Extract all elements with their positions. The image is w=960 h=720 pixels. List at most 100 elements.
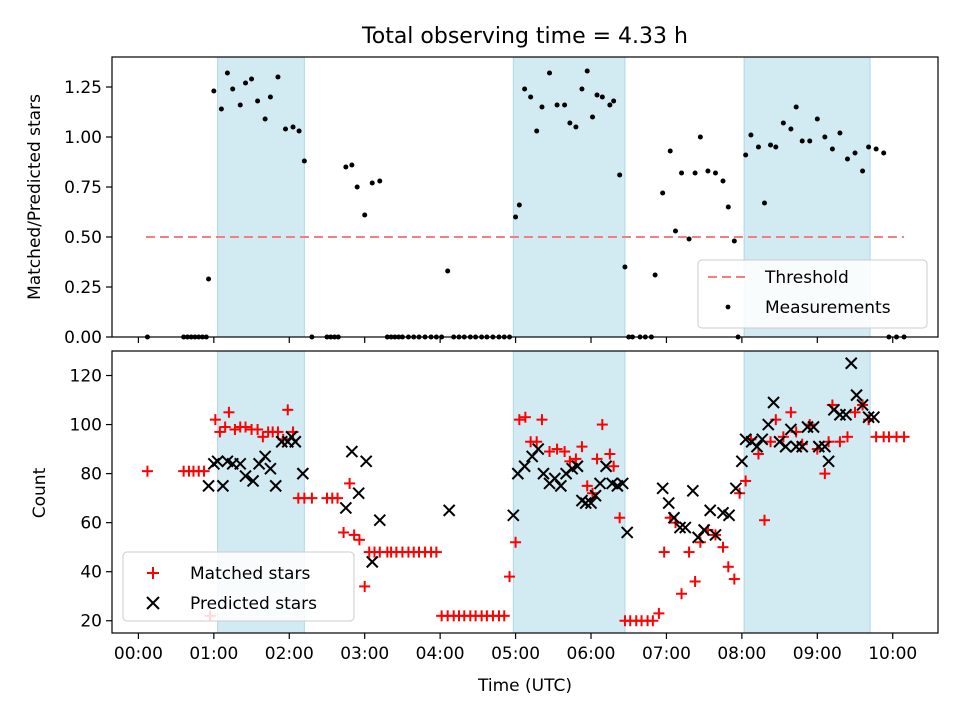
predicted-star-point bbox=[373, 513, 386, 527]
matched-star-point bbox=[576, 441, 588, 453]
measurement-point bbox=[720, 178, 726, 184]
predicted-star-point bbox=[703, 504, 717, 517]
predicted-star-point bbox=[779, 440, 792, 453]
predicted-star-point bbox=[202, 479, 215, 493]
measurement-point bbox=[579, 86, 585, 92]
measurement-point bbox=[445, 268, 451, 274]
predicted-star-point bbox=[352, 487, 365, 500]
predicted-star-point bbox=[856, 398, 869, 412]
bottom-y-axis-label: Count bbox=[30, 467, 50, 518]
measurement-point bbox=[679, 170, 685, 176]
predicted-star-point bbox=[750, 440, 764, 453]
predicted-star-point bbox=[269, 479, 282, 493]
matched-star-point bbox=[653, 607, 665, 619]
measurement-point bbox=[290, 124, 296, 130]
top-panel: 0.00 0.25 0.50 0.75 1.00 1.25 Matched/Predict… bbox=[25, 56, 939, 348]
predicted-star-point bbox=[211, 455, 224, 468]
measurement-point bbox=[652, 272, 658, 278]
measurement-point bbox=[218, 106, 224, 112]
y-tick-label: 40 bbox=[80, 563, 102, 583]
y-tick-label: 0.50 bbox=[64, 228, 102, 248]
measurement-point bbox=[692, 170, 698, 176]
measurement-point bbox=[343, 164, 349, 170]
predicted-star-point bbox=[762, 418, 775, 431]
predicted-star-point bbox=[366, 555, 379, 569]
predicted-star-point bbox=[599, 460, 613, 473]
top-legend: Threshold Measurements bbox=[697, 259, 928, 329]
matched-star-point bbox=[332, 492, 344, 504]
predicted-star-point bbox=[442, 504, 456, 517]
measurement-point bbox=[513, 214, 519, 220]
measurements-legend-label: Measurements bbox=[765, 298, 891, 318]
y-tick-label: 0.25 bbox=[64, 278, 102, 298]
predicted-star-point bbox=[593, 477, 607, 490]
predicted-star-point bbox=[345, 445, 359, 458]
predicted-star-point bbox=[239, 469, 252, 483]
matched-star-point bbox=[531, 436, 543, 448]
predicted-star-point bbox=[767, 396, 780, 409]
matched-star-point bbox=[252, 423, 264, 435]
measurement-point bbox=[354, 184, 360, 190]
x-tick-label: 08:00 bbox=[717, 644, 766, 664]
bottom-axes-frame bbox=[111, 350, 939, 634]
matched-star-point bbox=[551, 443, 563, 455]
y-tick-label: 0.00 bbox=[64, 328, 102, 348]
x-tick-label: 00:00 bbox=[114, 644, 163, 664]
measurement-point bbox=[206, 276, 212, 282]
predicted-star-point bbox=[360, 455, 373, 468]
predicted-star-point bbox=[679, 521, 692, 534]
measurement-point bbox=[362, 212, 368, 218]
matched-star-point bbox=[338, 526, 350, 538]
measurement-point bbox=[594, 92, 600, 98]
predicted-star-point bbox=[850, 388, 863, 402]
measurement-point bbox=[725, 204, 731, 210]
matched-star-point bbox=[510, 536, 522, 548]
matched-star-point bbox=[353, 534, 365, 546]
matched-star-point bbox=[581, 480, 593, 492]
matched-star-point bbox=[519, 411, 531, 423]
matched-star-point bbox=[229, 423, 241, 435]
matched-star-point bbox=[683, 546, 695, 558]
measurement-point bbox=[822, 134, 828, 140]
matched-star-point bbox=[214, 426, 226, 438]
measurement-point bbox=[807, 138, 813, 144]
measurement-point bbox=[349, 162, 355, 168]
measurement-point bbox=[573, 124, 579, 130]
predicted-legend-swatch bbox=[146, 596, 160, 610]
predicted-stars-points bbox=[202, 357, 881, 569]
predicted-star-point bbox=[822, 455, 835, 468]
matched-star-point bbox=[689, 576, 701, 588]
measurement-point bbox=[705, 168, 711, 174]
predicted-star-point bbox=[709, 528, 722, 542]
matched-star-point bbox=[614, 512, 626, 524]
shaded-interval-2 bbox=[512, 350, 626, 634]
predicted-star-point bbox=[867, 411, 881, 424]
predicted-star-point bbox=[735, 455, 749, 468]
y-tick-label: 80 bbox=[80, 465, 102, 485]
top-axes-frame bbox=[111, 56, 939, 338]
predicted-star-point bbox=[216, 479, 230, 493]
measurement-point bbox=[377, 178, 383, 184]
bottom-panel: 20 40 60 80 100 120 00:00 01:00 02:00 03:00 04:00… bbox=[30, 350, 939, 696]
predicted-star-point bbox=[667, 511, 681, 524]
matched-star-point bbox=[819, 468, 831, 480]
predicted-star-point bbox=[571, 460, 584, 473]
matched-star-point bbox=[604, 448, 616, 460]
matched-star-point bbox=[272, 426, 284, 438]
figure-title: Total observing time = 4.33 h bbox=[361, 24, 688, 49]
measurement-point bbox=[369, 180, 375, 186]
top-x-ticks bbox=[137, 337, 894, 343]
predicted-star-point bbox=[818, 440, 832, 453]
measurement-points bbox=[144, 68, 907, 340]
matched-star-point bbox=[647, 615, 659, 627]
measurement-point bbox=[211, 88, 217, 94]
measurement-point bbox=[743, 152, 749, 158]
predicted-star-point bbox=[796, 440, 809, 453]
measurements-legend-swatch bbox=[725, 304, 731, 310]
measurement-point bbox=[852, 150, 858, 156]
measurement-point bbox=[755, 144, 761, 150]
predicted-star-point bbox=[662, 496, 675, 510]
measurement-point bbox=[712, 170, 718, 176]
predicted-star-point bbox=[784, 423, 798, 436]
